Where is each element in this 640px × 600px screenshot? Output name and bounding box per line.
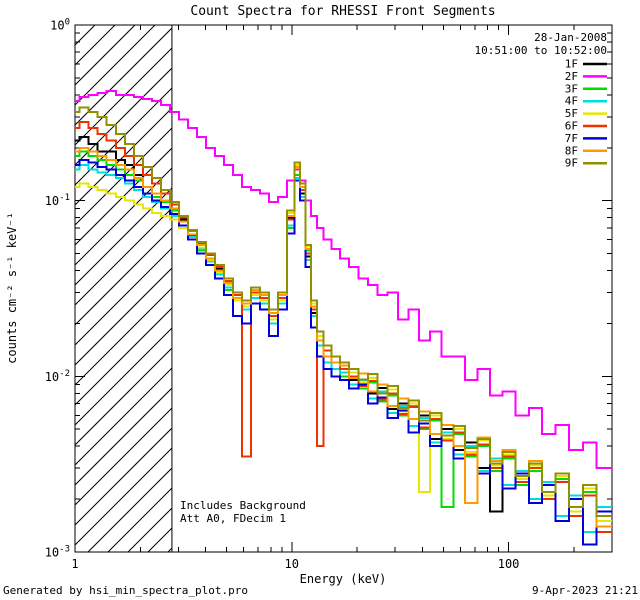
x-tick-label: 10 bbox=[285, 557, 299, 571]
note-attenuator-state: Att A0, FDecim 1 bbox=[180, 512, 286, 525]
time-range-label: 10:51:00 to 10:52:00 bbox=[475, 44, 607, 57]
y-tick-label: 10-1 bbox=[45, 193, 70, 208]
legend-entry-4f: 4F bbox=[565, 95, 607, 108]
spectrum-3f bbox=[75, 150, 612, 528]
legend-entry-2f: 2F bbox=[565, 70, 607, 83]
legend-label: 3F bbox=[565, 82, 578, 95]
spectrum-2f bbox=[75, 90, 612, 470]
legend-entry-6f: 6F bbox=[565, 120, 607, 133]
legend-entry-1f: 1F bbox=[565, 58, 607, 71]
observation-date-label: 28-Jan-2008 bbox=[534, 31, 607, 44]
spectrum-4f bbox=[75, 163, 612, 533]
x-tick-label: 100 bbox=[498, 557, 520, 571]
legend-label: 2F bbox=[565, 70, 578, 83]
legend-entry-5f: 5F bbox=[565, 107, 607, 120]
y-tick-label: 100 bbox=[50, 18, 70, 33]
y-axis-label: counts cm⁻² s⁻¹ keV⁻¹ bbox=[5, 212, 19, 364]
legend-label: 9F bbox=[565, 157, 578, 170]
spectrum-9f bbox=[75, 106, 612, 518]
legend-entry-7f: 7F bbox=[565, 132, 607, 145]
legend-label: 4F bbox=[565, 95, 578, 108]
legend-label: 6F bbox=[565, 120, 578, 133]
hatch-region bbox=[75, 25, 173, 552]
spectra-series bbox=[75, 90, 612, 546]
legend-entry-8f: 8F bbox=[565, 144, 607, 157]
y-tick-label: 10-2 bbox=[45, 369, 70, 384]
hatch-lines bbox=[75, 25, 172, 552]
legend-label: 5F bbox=[565, 107, 578, 120]
plot-title: Count Spectra for RHESSI Front Segments bbox=[190, 4, 495, 19]
x-axis-label: Energy (keV) bbox=[300, 572, 387, 586]
legend-label: 1F bbox=[565, 58, 578, 71]
x-tick-label: 1 bbox=[71, 557, 78, 571]
note-includes-background: Includes Background bbox=[180, 499, 306, 512]
plot-frame bbox=[74, 24, 613, 553]
spectrum-7f bbox=[75, 159, 612, 546]
axes: 1 10 100 100 10-1 10-2 10-3 bbox=[45, 18, 613, 571]
generator-credit: Generated by hsi_min_spectra_plot.pro bbox=[3, 584, 248, 597]
legend-entry-9f: 9F bbox=[565, 157, 607, 170]
legend-label: 8F bbox=[565, 144, 578, 157]
render-timestamp: 9-Apr-2023 21:21 bbox=[532, 584, 638, 597]
y-tick-label: 10-3 bbox=[45, 545, 70, 560]
legend-label: 7F bbox=[565, 132, 578, 145]
spectrum-5f bbox=[75, 163, 612, 523]
legend-entry-3f: 3F bbox=[565, 82, 607, 95]
spectrum-8f bbox=[75, 146, 612, 528]
spectrum-6f bbox=[75, 121, 612, 533]
